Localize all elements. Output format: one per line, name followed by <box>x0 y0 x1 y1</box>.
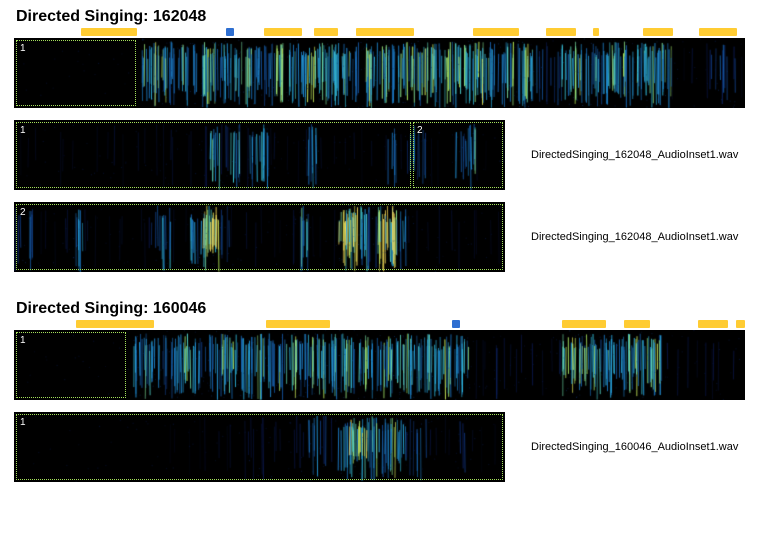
spectro-row-160046-1: 1 DirectedSinging_160046_AudioInset1.wav <box>14 412 747 482</box>
caption-162048-2: DirectedSinging_162048_AudioInset1.wav <box>531 231 738 243</box>
spectro-wrap-160046-0: 1 <box>14 330 745 400</box>
event-marker-yellow <box>546 28 576 36</box>
event-marker-yellow <box>314 28 338 36</box>
spectro-wrap-160046-1: 1 <box>14 412 505 482</box>
region-box: 1 <box>16 122 411 188</box>
event-marker-yellow <box>624 320 650 328</box>
event-marker-yellow <box>81 28 137 36</box>
spectro-row-160046-0: 1 <box>14 330 747 400</box>
event-marker-blue <box>452 320 460 328</box>
region-label: 1 <box>20 125 26 136</box>
region-box: 1 <box>16 40 136 106</box>
event-marker-yellow <box>266 320 330 328</box>
caption-162048-1: DirectedSinging_162048_AudioInset1.wav <box>531 149 738 161</box>
section-title-160046: Directed Singing: 160046 <box>16 300 747 318</box>
spectro-wrap-162048-1: 12 <box>14 120 505 190</box>
event-marker-yellow <box>473 28 519 36</box>
event-marker-yellow <box>76 320 154 328</box>
spectro-row-162048-0: 1 <box>14 38 747 108</box>
spectro-row-162048-2: 2 DirectedSinging_162048_AudioInset1.wav <box>14 202 747 272</box>
event-marker-yellow <box>562 320 606 328</box>
region-label: 2 <box>417 125 423 136</box>
section-160046: Directed Singing: 160046 1 1 DirectedSin… <box>14 300 747 482</box>
event-marker-blue <box>226 28 234 36</box>
event-marker-yellow <box>593 28 599 36</box>
section-title-162048: Directed Singing: 162048 <box>16 8 747 26</box>
section-162048: Directed Singing: 162048 1 12 DirectedSi… <box>14 8 747 272</box>
region-label: 1 <box>20 417 26 428</box>
spectro-wrap-162048-0: 1 <box>14 38 745 108</box>
spectro-wrap-162048-2: 2 <box>14 202 505 272</box>
event-marker-yellow <box>736 320 745 328</box>
event-marker-yellow <box>264 28 302 36</box>
region-label: 1 <box>20 43 26 54</box>
spectro-row-162048-1: 12 DirectedSinging_162048_AudioInset1.wa… <box>14 120 747 190</box>
marker-bar-160046 <box>14 320 745 328</box>
marker-bar-162048 <box>14 28 745 36</box>
event-marker-yellow <box>643 28 673 36</box>
caption-160046-1: DirectedSinging_160046_AudioInset1.wav <box>531 441 738 453</box>
event-marker-yellow <box>699 28 737 36</box>
region-label: 2 <box>20 207 26 218</box>
region-label: 1 <box>20 335 26 346</box>
region-box: 2 <box>413 122 503 188</box>
region-box: 1 <box>16 332 126 398</box>
event-marker-yellow <box>356 28 414 36</box>
region-box: 1 <box>16 414 503 480</box>
region-box: 2 <box>16 204 503 270</box>
event-marker-yellow <box>698 320 728 328</box>
page-root: Directed Singing: 162048 1 12 DirectedSi… <box>0 0 761 540</box>
